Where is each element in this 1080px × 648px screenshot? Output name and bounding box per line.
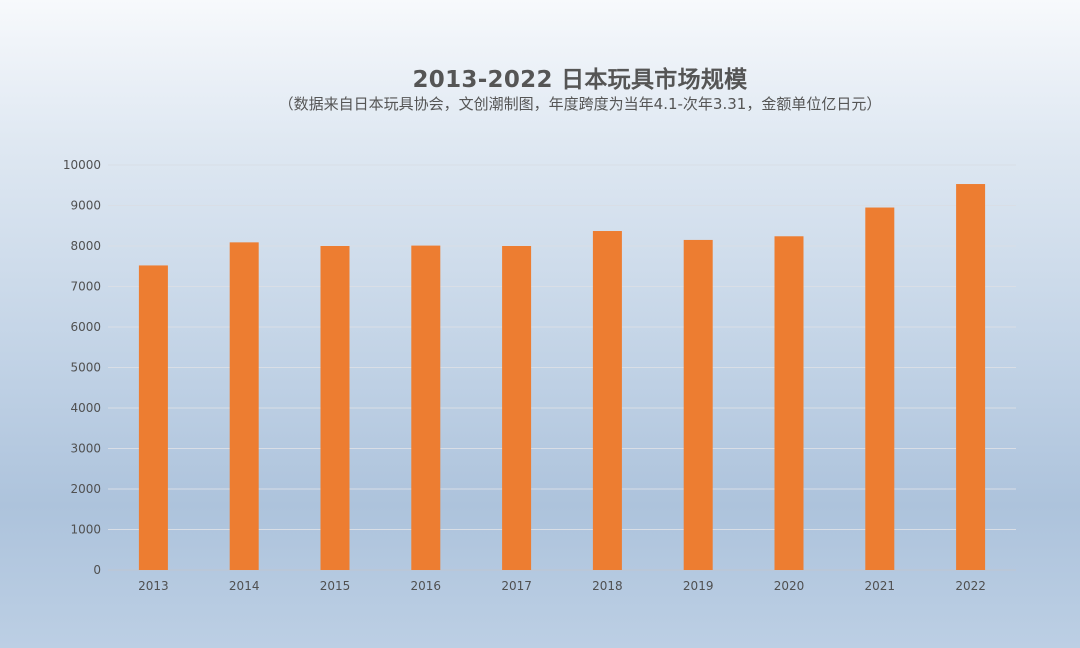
x-tick-label: 2019 xyxy=(683,579,714,593)
bar-2013 xyxy=(138,265,168,570)
y-tick-label: 8000 xyxy=(70,239,101,253)
x-tick-label: 2017 xyxy=(501,579,532,593)
y-tick-label: 0 xyxy=(93,563,101,577)
y-tick-label: 5000 xyxy=(70,361,101,375)
bar-2018 xyxy=(592,231,622,570)
x-tick-label: 2013 xyxy=(138,579,169,593)
x-tick-label: 2014 xyxy=(229,579,260,593)
x-tick-label: 2021 xyxy=(865,579,896,593)
bars xyxy=(138,184,986,571)
y-tick-label: 6000 xyxy=(70,320,101,334)
y-tick-label: 3000 xyxy=(70,442,101,456)
x-tick-label: 2022 xyxy=(955,579,986,593)
x-axis-ticks: 2013 2014 2015 2016 2017 2018 2019 2020 2021 2022 xyxy=(138,579,986,593)
chart-title: 2013-2022 日本玩具市场规模 xyxy=(412,67,748,93)
bar-2014 xyxy=(229,242,259,571)
x-tick-label: 2020 xyxy=(774,579,805,593)
chart-subtitle: （数据来自日本玩具协会，文创潮制图，年度跨度为当年4.1-次年3.31，金额单位… xyxy=(278,95,882,113)
y-tick-label: 4000 xyxy=(70,401,101,415)
bar-2019 xyxy=(683,239,713,571)
y-tick-label: 1000 xyxy=(70,523,101,537)
y-tick-label: 2000 xyxy=(70,482,101,496)
x-tick-label: 2018 xyxy=(592,579,623,593)
gridlines xyxy=(108,164,1016,571)
bar-2016 xyxy=(411,245,441,570)
bar-2015 xyxy=(320,246,350,570)
y-axis-ticks: 0 1000 2000 3000 4000 5000 6000 7000 8000 9000 100… xyxy=(63,158,101,577)
bar-2022 xyxy=(956,184,986,570)
bar-2021 xyxy=(865,207,895,570)
bar-2017 xyxy=(502,246,532,570)
x-tick-label: 2016 xyxy=(411,579,442,593)
x-tick-label: 2015 xyxy=(320,579,351,593)
bar-2020 xyxy=(774,236,804,570)
y-tick-label: 10000 xyxy=(63,158,101,172)
y-tick-label: 9000 xyxy=(70,199,101,213)
y-tick-label: 7000 xyxy=(70,280,101,294)
